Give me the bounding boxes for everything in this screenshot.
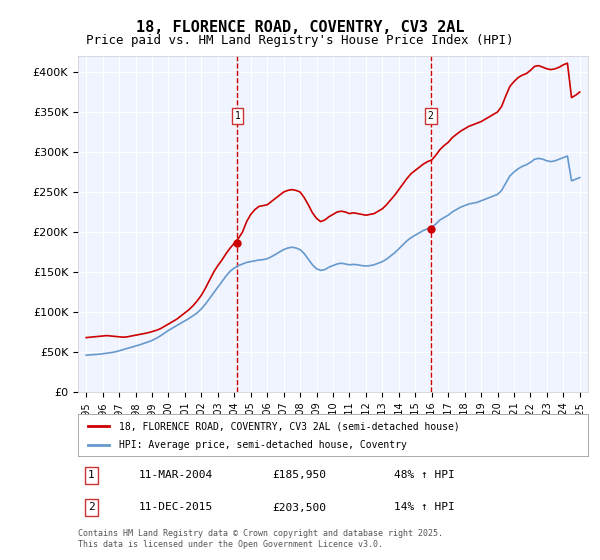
Text: 11-DEC-2015: 11-DEC-2015 bbox=[139, 502, 214, 512]
Text: 11-MAR-2004: 11-MAR-2004 bbox=[139, 470, 214, 480]
Text: Contains HM Land Registry data © Crown copyright and database right 2025.
This d: Contains HM Land Registry data © Crown c… bbox=[78, 529, 443, 549]
Text: 2: 2 bbox=[428, 111, 434, 121]
Text: 48% ↑ HPI: 48% ↑ HPI bbox=[394, 470, 455, 480]
Text: £203,500: £203,500 bbox=[272, 502, 326, 512]
Text: 1: 1 bbox=[88, 470, 95, 480]
Text: 18, FLORENCE ROAD, COVENTRY, CV3 2AL: 18, FLORENCE ROAD, COVENTRY, CV3 2AL bbox=[136, 20, 464, 35]
Text: 14% ↑ HPI: 14% ↑ HPI bbox=[394, 502, 455, 512]
Text: HPI: Average price, semi-detached house, Coventry: HPI: Average price, semi-detached house,… bbox=[119, 440, 407, 450]
Text: 2: 2 bbox=[88, 502, 95, 512]
Text: £185,950: £185,950 bbox=[272, 470, 326, 480]
Text: 18, FLORENCE ROAD, COVENTRY, CV3 2AL (semi-detached house): 18, FLORENCE ROAD, COVENTRY, CV3 2AL (se… bbox=[119, 421, 460, 431]
Text: 1: 1 bbox=[235, 111, 241, 121]
Text: Price paid vs. HM Land Registry's House Price Index (HPI): Price paid vs. HM Land Registry's House … bbox=[86, 34, 514, 46]
